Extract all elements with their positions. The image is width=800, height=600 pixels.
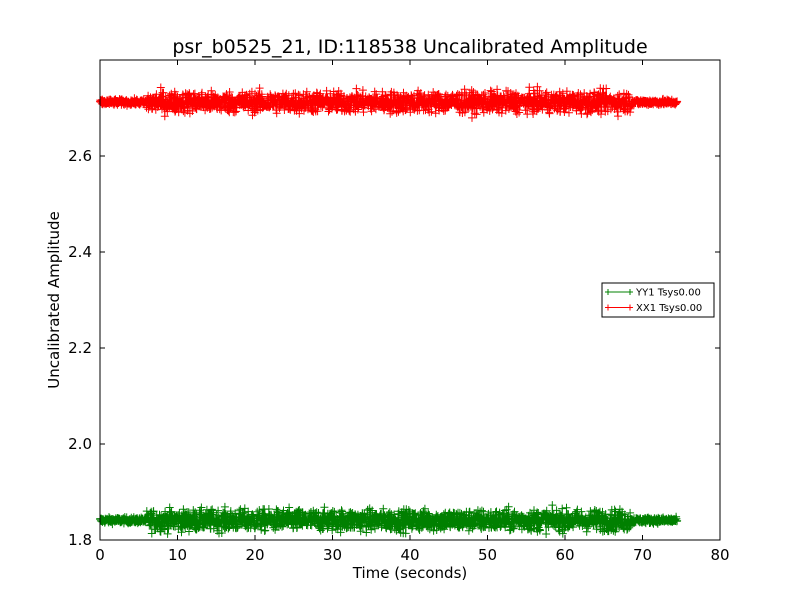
- y-tick-label: 1.8: [68, 531, 92, 549]
- legend-swatch-marker: [605, 289, 633, 295]
- x-tick-label: 80: [710, 546, 729, 564]
- legend: YY1 Tsys0.00 XX1 Tsys0.00: [601, 282, 715, 318]
- legend-box: [601, 282, 715, 318]
- y-axis-label: Uncalibrated Amplitude: [45, 211, 63, 388]
- axis-ticks: 0 10 20 30 40 50 60 70 80 1.8 2.0 2.2 2.4 2.6: [68, 60, 730, 564]
- y-tick-label: 2.2: [68, 339, 92, 357]
- legend-label: XX1 Tsys0.00: [636, 303, 702, 314]
- x-tick-label: 60: [555, 546, 574, 564]
- y-tick-label: 2.6: [68, 147, 92, 165]
- x-axis-label: Time (seconds): [352, 564, 468, 582]
- x-tick-label: 70: [633, 546, 652, 564]
- x-tick-label: 20: [245, 546, 264, 564]
- x-tick-label: 50: [478, 546, 497, 564]
- legend-swatch-marker: [605, 304, 633, 311]
- chart-title: psr_b0525_21, ID:118538 Uncalibrated Amp…: [172, 36, 647, 58]
- x-tick-label: 40: [400, 546, 419, 564]
- y-tick-label: 2.0: [68, 435, 92, 453]
- y-tick-label: 2.4: [68, 243, 92, 261]
- x-tick-label: 0: [95, 546, 105, 564]
- plot-area: [96, 82, 682, 538]
- x-tick-label: 10: [168, 546, 187, 564]
- x-tick-label: 30: [323, 546, 342, 564]
- legend-label: YY1 Tsys0.00: [635, 288, 701, 299]
- series-1: [96, 82, 682, 122]
